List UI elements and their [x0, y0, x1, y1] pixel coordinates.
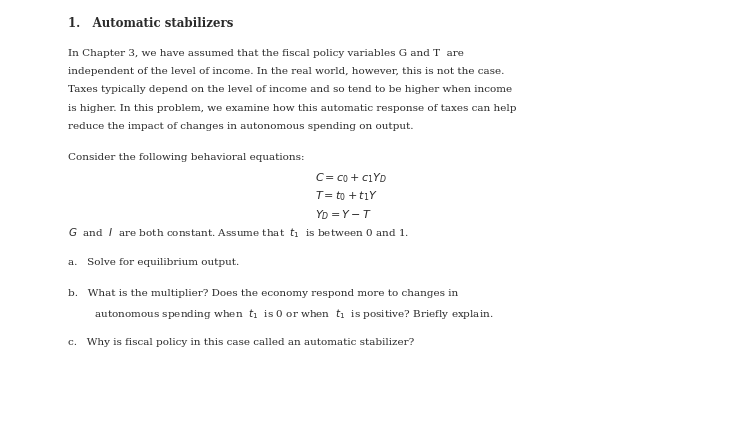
Text: $T = t_0 + t_1 Y$: $T = t_0 + t_1 Y$: [315, 189, 378, 203]
Text: is higher. In this problem, we examine how this automatic response of taxes can : is higher. In this problem, we examine h…: [68, 103, 516, 112]
Text: Consider the following behavioral equations:: Consider the following behavioral equati…: [68, 153, 304, 162]
Text: b.   What is the multiplier? Does the economy respond more to changes in: b. What is the multiplier? Does the econ…: [68, 288, 458, 297]
Text: c.   Why is fiscal policy in this case called an automatic stabilizer?: c. Why is fiscal policy in this case cal…: [68, 338, 414, 347]
Text: Taxes typically depend on the level of income and so tend to be higher when inco: Taxes typically depend on the level of i…: [68, 85, 512, 94]
Text: $C = c_0 + c_1 Y_D$: $C = c_0 + c_1 Y_D$: [315, 171, 387, 185]
Text: $Y_D = Y - T$: $Y_D = Y - T$: [315, 207, 372, 221]
Text: In Chapter 3, we have assumed that the fiscal policy variables G and T  are: In Chapter 3, we have assumed that the f…: [68, 49, 464, 58]
Text: a.   Solve for equilibrium output.: a. Solve for equilibrium output.: [68, 257, 238, 266]
Text: 1.   Automatic stabilizers: 1. Automatic stabilizers: [68, 17, 232, 30]
Text: reduce the impact of changes in autonomous spending on output.: reduce the impact of changes in autonomo…: [68, 122, 413, 131]
Text: autonomous spending when  $t_1$  is 0 or when  $t_1$  is positive? Briefly expla: autonomous spending when $t_1$ is 0 or w…: [68, 306, 493, 320]
Text: $G$  and  $I$  are both constant. Assume that  $t_1$  is between 0 and 1.: $G$ and $I$ are both constant. Assume th…: [68, 226, 409, 240]
Text: independent of the level of income. In the real world, however, this is not the : independent of the level of income. In t…: [68, 67, 504, 76]
